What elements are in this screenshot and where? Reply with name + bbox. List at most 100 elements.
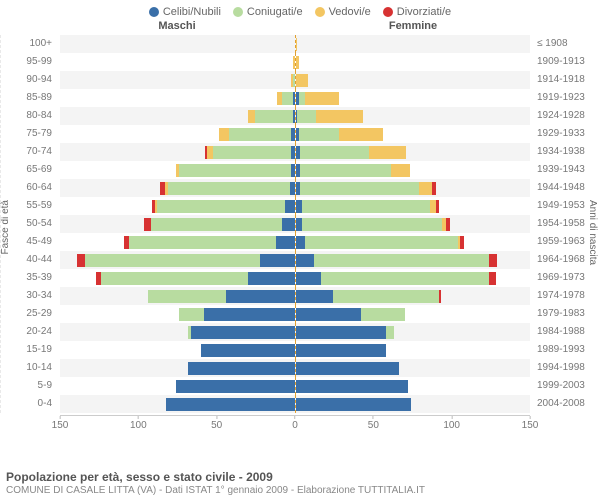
male-bar bbox=[60, 233, 295, 251]
age-label: 40-44 bbox=[2, 251, 52, 269]
legend-swatch bbox=[383, 7, 393, 17]
bar-segment bbox=[85, 254, 260, 267]
bar-segment bbox=[296, 38, 298, 51]
x-axis: 15010050050100150 bbox=[60, 415, 530, 429]
age-label: 65-69 bbox=[2, 161, 52, 179]
legend-label: Vedovi/e bbox=[329, 6, 371, 18]
bar-segment bbox=[101, 272, 248, 285]
pyramid-row: 45-491959-1963 bbox=[60, 233, 530, 251]
birth-year-label: 1924-1928 bbox=[537, 107, 597, 125]
female-bar bbox=[296, 287, 531, 305]
male-bar bbox=[60, 287, 295, 305]
bar-segment bbox=[296, 272, 321, 285]
bar-segment bbox=[296, 398, 412, 411]
bar-segment bbox=[255, 110, 293, 123]
pyramid-row: 100+≤ 1908 bbox=[60, 35, 530, 53]
female-bar bbox=[296, 359, 531, 377]
pyramid-row: 30-341974-1978 bbox=[60, 287, 530, 305]
male-bar bbox=[60, 161, 295, 179]
age-label: 70-74 bbox=[2, 143, 52, 161]
bar-segment bbox=[282, 218, 295, 231]
pyramid-row: 25-291979-1983 bbox=[60, 305, 530, 323]
female-bar bbox=[296, 197, 531, 215]
bar-segment bbox=[305, 236, 458, 249]
bar-segment bbox=[339, 128, 383, 141]
bar-segment bbox=[460, 236, 465, 249]
bar-segment bbox=[248, 110, 256, 123]
birth-year-label: 1984-1988 bbox=[537, 323, 597, 341]
male-bar bbox=[60, 107, 295, 125]
bar-segment bbox=[296, 254, 315, 267]
bar-segment bbox=[201, 344, 295, 357]
bar-segment bbox=[296, 380, 409, 393]
female-bar bbox=[296, 215, 531, 233]
legend-label: Divorziati/e bbox=[397, 6, 451, 18]
male-bar bbox=[60, 377, 295, 395]
bar-segment bbox=[419, 182, 432, 195]
birth-year-label: 1919-1923 bbox=[537, 89, 597, 107]
male-bar bbox=[60, 305, 295, 323]
female-bar bbox=[296, 233, 531, 251]
female-bar bbox=[296, 89, 531, 107]
age-label: 10-14 bbox=[2, 359, 52, 377]
bar-segment bbox=[285, 200, 294, 213]
pyramid-row: 40-441964-1968 bbox=[60, 251, 530, 269]
male-bar bbox=[60, 53, 295, 71]
bar-segment bbox=[226, 290, 295, 303]
bar-segment bbox=[276, 236, 295, 249]
birth-year-label: 1929-1933 bbox=[537, 125, 597, 143]
legend-item: Vedovi/e bbox=[315, 6, 371, 18]
legend: Celibi/Nubili Coniugati/e Vedovi/e Divorzia… bbox=[0, 0, 600, 20]
male-bar bbox=[60, 323, 295, 341]
female-bar bbox=[296, 107, 531, 125]
bar-segment bbox=[296, 290, 334, 303]
bar-segment bbox=[166, 398, 294, 411]
legend-swatch bbox=[315, 7, 325, 17]
chart-title: Popolazione per età, sesso e stato civil… bbox=[6, 470, 594, 484]
birth-year-label: 1939-1943 bbox=[537, 161, 597, 179]
bar-segment bbox=[296, 236, 305, 249]
female-bar bbox=[296, 341, 531, 359]
female-bar bbox=[296, 305, 531, 323]
bar-segment bbox=[314, 254, 489, 267]
bar-segment bbox=[432, 182, 437, 195]
bar-segment bbox=[248, 272, 295, 285]
age-label: 25-29 bbox=[2, 305, 52, 323]
birth-year-label: 1909-1913 bbox=[537, 53, 597, 71]
bar-segment bbox=[302, 218, 443, 231]
age-label: 55-59 bbox=[2, 197, 52, 215]
age-label: 60-64 bbox=[2, 179, 52, 197]
header-female: Femmine bbox=[296, 20, 530, 32]
legend-label: Coniugati/e bbox=[247, 6, 303, 18]
bar-segment bbox=[296, 74, 309, 87]
birth-year-label: 2004-2008 bbox=[537, 395, 597, 413]
legend-item: Celibi/Nubili bbox=[149, 6, 221, 18]
age-label: 15-19 bbox=[2, 341, 52, 359]
bar-segment bbox=[446, 218, 451, 231]
male-bar bbox=[60, 251, 295, 269]
pyramid-row: 35-391969-1973 bbox=[60, 269, 530, 287]
birth-year-label: 1979-1983 bbox=[537, 305, 597, 323]
bar-segment bbox=[321, 272, 490, 285]
gender-headers: Maschi Femmine bbox=[0, 20, 600, 35]
bar-segment bbox=[369, 146, 407, 159]
bar-segment bbox=[302, 200, 430, 213]
bar-segment bbox=[333, 290, 439, 303]
bar-segment bbox=[188, 362, 294, 375]
age-label: 35-39 bbox=[2, 269, 52, 287]
male-bar bbox=[60, 269, 295, 287]
female-bar bbox=[296, 143, 531, 161]
pyramid-row: 85-891919-1923 bbox=[60, 89, 530, 107]
birth-year-label: 1944-1948 bbox=[537, 179, 597, 197]
bar-segment bbox=[157, 200, 285, 213]
legend-item: Divorziati/e bbox=[383, 6, 451, 18]
male-bar bbox=[60, 179, 295, 197]
bar-segment bbox=[316, 110, 363, 123]
female-bar bbox=[296, 377, 531, 395]
pyramid-row: 55-591949-1953 bbox=[60, 197, 530, 215]
birth-year-label: 1949-1953 bbox=[537, 197, 597, 215]
chart-footer: Popolazione per età, sesso e stato civil… bbox=[6, 470, 594, 496]
bar-segment bbox=[361, 308, 405, 321]
x-tick: 100 bbox=[130, 416, 147, 431]
bar-segment bbox=[297, 110, 316, 123]
